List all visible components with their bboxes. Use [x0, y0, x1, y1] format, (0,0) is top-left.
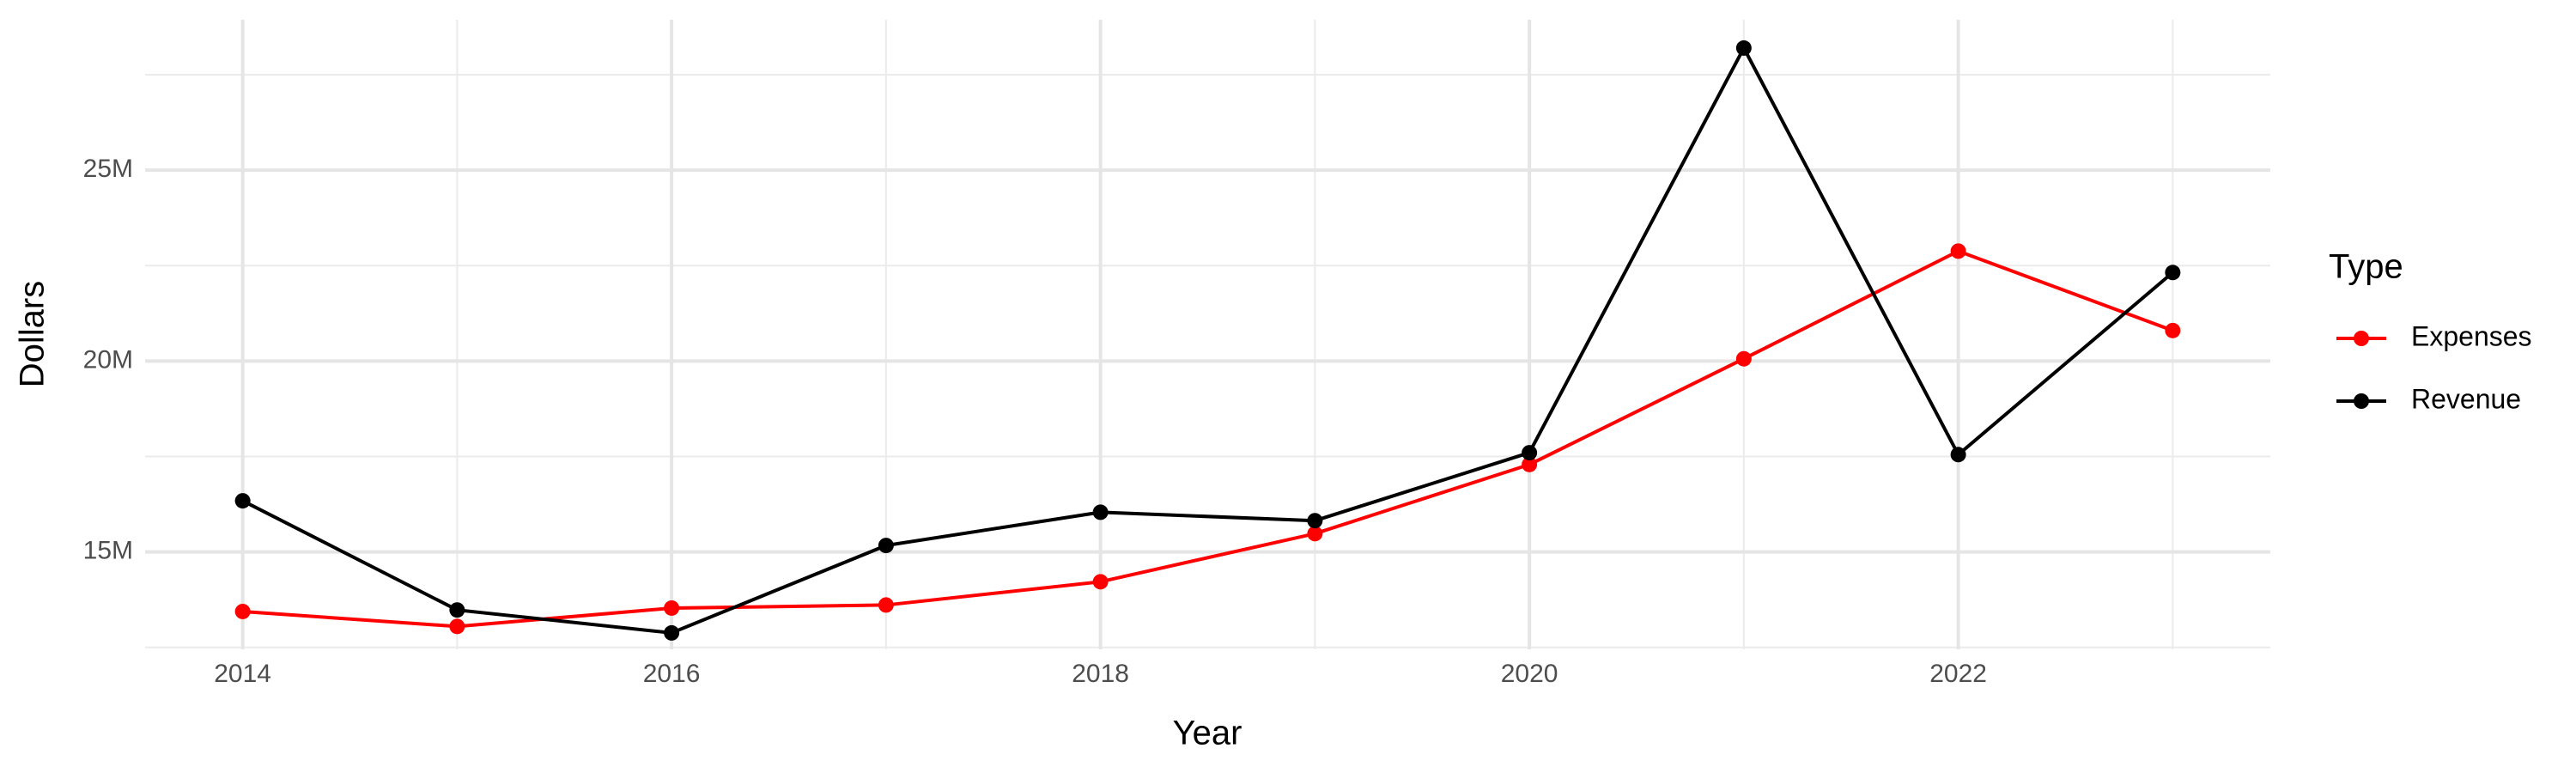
data-point	[449, 618, 465, 635]
legend-title: Type	[2329, 248, 2403, 286]
y-axis-title: Dollars	[14, 281, 52, 387]
data-point	[1522, 456, 1538, 472]
x-tick-label: 2016	[643, 660, 701, 688]
data-point	[878, 597, 894, 613]
legend-label: Revenue	[2411, 383, 2521, 414]
data-point	[1092, 504, 1109, 520]
data-point	[1307, 513, 1323, 529]
x-tick-label: 2020	[1501, 660, 1558, 688]
x-tick-label: 2014	[214, 660, 271, 688]
data-point	[234, 603, 251, 619]
data-point	[664, 624, 680, 641]
y-tick-label: 20M	[83, 345, 133, 374]
legend-point	[2354, 331, 2369, 346]
legend-point	[2354, 393, 2369, 409]
data-point	[2165, 265, 2181, 281]
x-tick-label: 2022	[1929, 660, 1987, 688]
data-point	[234, 493, 251, 509]
data-point	[1307, 526, 1323, 542]
y-tick-label: 15M	[83, 537, 133, 565]
data-point	[449, 602, 465, 618]
data-point	[878, 538, 894, 554]
x-tick-label: 2018	[1072, 660, 1129, 688]
y-tick-label: 25M	[83, 155, 133, 183]
data-point	[1950, 447, 1966, 463]
x-axis-title: Year	[1173, 715, 1242, 752]
data-point	[1950, 243, 1966, 259]
legend-label: Expenses	[2411, 320, 2532, 351]
series-line	[241, 44, 2174, 635]
data-point	[664, 600, 680, 616]
data-point	[1735, 40, 1752, 56]
data-point	[2165, 322, 2181, 338]
grid	[145, 20, 2270, 649]
data-point	[1092, 574, 1109, 590]
series-line	[242, 249, 2174, 629]
data-point	[1522, 445, 1538, 461]
data-point	[1735, 350, 1752, 367]
